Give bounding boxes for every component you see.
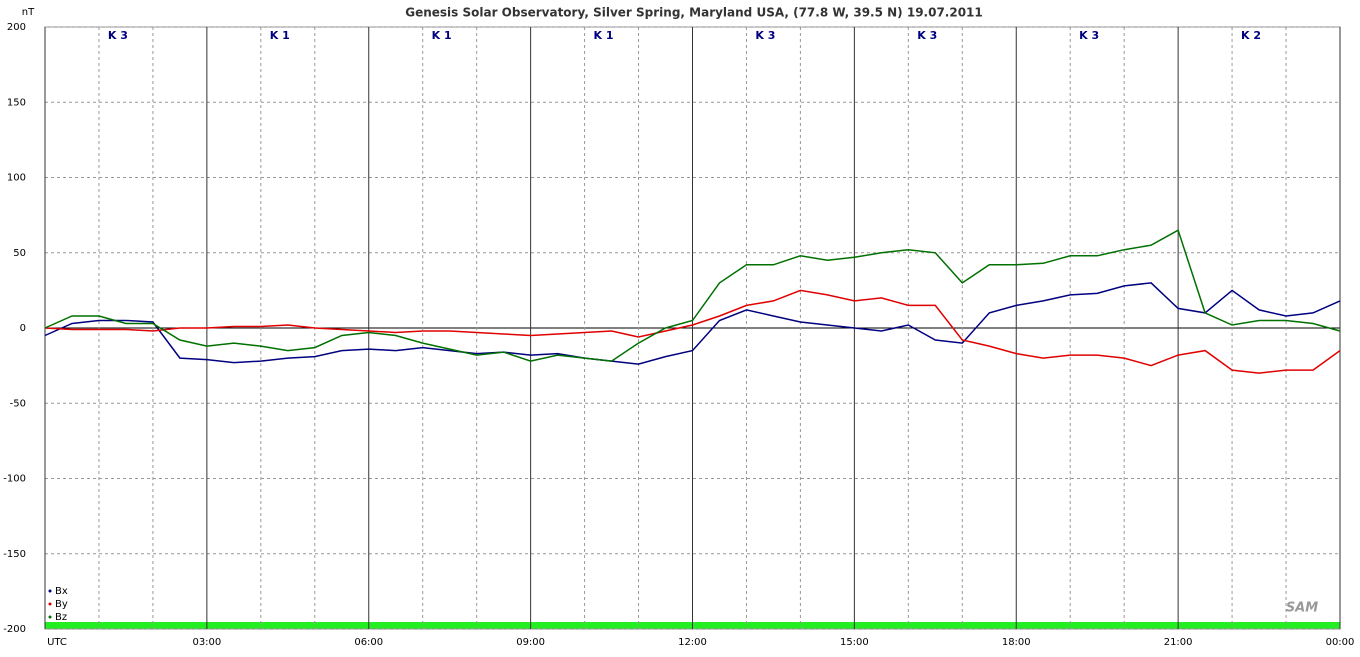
chart-title: Genesis Solar Observatory, Silver Spring… [405, 6, 983, 20]
series-line [44, 229, 1341, 362]
y-tick-label: -100 [3, 474, 26, 485]
x-tick-label: 12:00 [678, 637, 707, 648]
x-tick-label: 18:00 [1002, 637, 1031, 648]
y-tick-label: 150 [7, 97, 26, 108]
series-line [44, 282, 1341, 365]
k-index: K 1 [270, 29, 290, 42]
k-index: K 2 [1241, 29, 1261, 42]
x-tick-label: UTC [47, 637, 67, 648]
legend-label: By [55, 599, 68, 610]
y-tick-label: -200 [3, 624, 26, 635]
legend-label: Bz [55, 612, 67, 623]
logo: SAM [1286, 601, 1318, 616]
k-index: K 1 [432, 29, 452, 42]
legend-marker [48, 602, 52, 606]
x-tick-label: 00:00 [1326, 637, 1355, 648]
y-tick-label: 50 [13, 248, 26, 259]
y-tick-label: -50 [10, 398, 26, 409]
k-index: K 3 [108, 29, 128, 42]
x-tick-label: 15:00 [840, 637, 869, 648]
y-axis-label: nT [22, 7, 35, 18]
y-tick-label: 200 [7, 22, 26, 33]
legend-marker [48, 589, 52, 593]
k-index: K 1 [594, 29, 614, 42]
legend-label: Bx [55, 586, 68, 597]
k-index: K 3 [917, 29, 937, 42]
x-tick-label: 03:00 [192, 637, 221, 648]
k-index: K 3 [1079, 29, 1099, 42]
x-tick-label: 06:00 [354, 637, 383, 648]
y-tick-label: -150 [3, 549, 26, 560]
x-tick-label: 09:00 [516, 637, 545, 648]
y-tick-label: 100 [7, 173, 26, 184]
y-tick-label: 0 [20, 323, 26, 334]
k-index: K 3 [755, 29, 775, 42]
x-tick-label: 21:00 [1164, 637, 1193, 648]
series-line [44, 289, 1341, 374]
legend-marker [48, 615, 52, 619]
